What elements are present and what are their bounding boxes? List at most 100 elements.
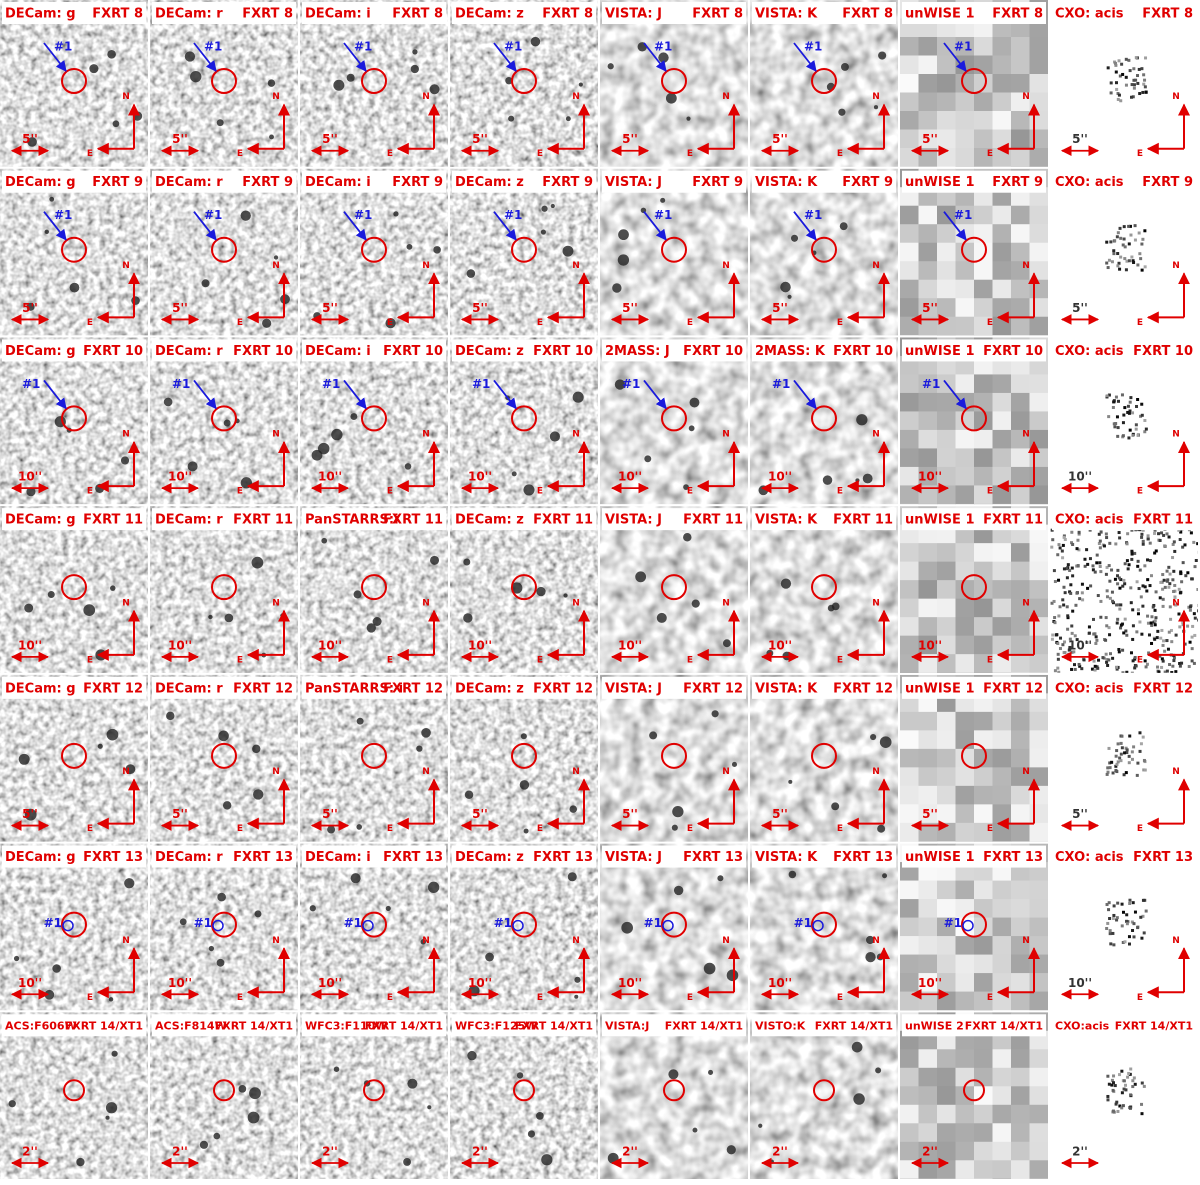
image-pixel	[937, 1010, 956, 1011]
photon-count	[1061, 556, 1065, 560]
compass-e-label: E	[387, 655, 393, 665]
photon-count	[1111, 656, 1115, 660]
scale-label: 5''	[1072, 807, 1088, 821]
image-pixel	[1011, 1104, 1030, 1124]
cutout-image	[1050, 337, 1198, 505]
counterpart-arrow	[193, 379, 217, 410]
image-pixel	[1029, 55, 1048, 75]
image-pixel	[900, 580, 919, 600]
photon-count	[1126, 1075, 1130, 1079]
photon-count	[1087, 631, 1091, 635]
image-pixel	[992, 785, 1012, 805]
field-source	[563, 593, 568, 598]
photon-count	[1177, 612, 1181, 616]
position-circle	[661, 405, 687, 432]
position-circle	[661, 574, 687, 601]
photon-count	[1163, 544, 1167, 548]
position-circle	[811, 911, 837, 938]
field-source	[216, 119, 224, 127]
band-label: DECam: r	[155, 344, 223, 359]
photon-count	[1117, 531, 1121, 535]
source-label: FXRT 12	[1133, 681, 1193, 696]
field-source	[790, 234, 799, 242]
cutout-image	[300, 674, 448, 842]
photon-count	[1099, 615, 1103, 619]
image-pixel	[974, 92, 993, 112]
band-label: VISTA: J	[605, 513, 662, 528]
image-pixel	[900, 561, 919, 581]
image-pixel	[974, 580, 993, 600]
image-pixel	[992, 111, 1012, 130]
image-pixel	[955, 374, 975, 394]
photon-count	[1127, 58, 1131, 62]
counterpart-circle	[812, 919, 824, 932]
photon-count	[1161, 573, 1165, 577]
photon-count	[1129, 1067, 1133, 1071]
image-pixel	[974, 55, 993, 75]
scale-label: 10''	[918, 638, 942, 652]
image-pixel	[1029, 485, 1048, 505]
image-background	[1050, 843, 1198, 1011]
photon-count	[1105, 624, 1109, 628]
photon-count	[1154, 549, 1158, 553]
image-pixel	[1011, 411, 1030, 431]
image-pixel	[992, 936, 1012, 956]
band-label: DECam: g	[5, 513, 76, 528]
field-source	[366, 623, 376, 633]
field-source	[782, 651, 792, 661]
field-source	[107, 50, 116, 59]
field-source	[97, 743, 103, 749]
image-pixel	[974, 1178, 993, 1179]
photon-count	[1140, 413, 1144, 417]
field-source	[463, 613, 473, 623]
scale-label: 10''	[1068, 976, 1092, 990]
source-label: FXRT 10	[83, 344, 143, 359]
panel-header	[152, 339, 296, 362]
photon-count	[1142, 768, 1146, 772]
photon-count	[1095, 561, 1099, 565]
photon-count	[1124, 1088, 1128, 1092]
cutout-image	[300, 0, 448, 167]
image-pixel	[937, 74, 956, 93]
image-pixel	[918, 429, 938, 449]
image-pixel	[1011, 485, 1030, 505]
image-pixel	[918, 55, 938, 75]
photon-count	[1139, 915, 1143, 919]
image-pixel	[992, 279, 1012, 299]
panel-header	[1052, 339, 1196, 362]
image-pixel	[974, 148, 993, 167]
scale-label: 5''	[922, 132, 938, 146]
field-source	[350, 413, 358, 421]
photon-count	[1140, 532, 1144, 536]
panel-header	[752, 1014, 896, 1037]
field-source	[218, 730, 229, 742]
photon-count	[1148, 584, 1152, 588]
photon-count	[1123, 406, 1127, 410]
panel-header	[602, 2, 746, 24]
scale-label: 2''	[22, 1145, 38, 1159]
photon-count	[1117, 399, 1121, 403]
photon-count	[1128, 409, 1132, 413]
photon-count	[1171, 542, 1175, 546]
photon-count	[1071, 542, 1075, 546]
counterpart-circle	[212, 919, 224, 932]
photon-count	[1074, 603, 1078, 607]
field-source	[708, 1069, 714, 1075]
field-source	[621, 921, 633, 934]
photon-count	[1070, 667, 1074, 671]
image-background	[450, 843, 598, 1011]
image-pixel	[1029, 429, 1048, 449]
image-pixel	[992, 654, 1012, 673]
photon-count	[1153, 528, 1157, 532]
panel-header	[902, 170, 1046, 193]
scale-label: 5''	[22, 301, 38, 315]
field-source	[356, 824, 363, 830]
image-pixel	[992, 429, 1012, 449]
image-pixel	[992, 543, 1012, 563]
photon-count	[1141, 914, 1145, 918]
field-source	[223, 419, 231, 427]
field-source	[649, 731, 658, 740]
image-pixel	[900, 466, 919, 486]
cutout-panel: DECam: r FXRT 125''NE	[150, 674, 298, 842]
photon-count	[1115, 603, 1119, 607]
